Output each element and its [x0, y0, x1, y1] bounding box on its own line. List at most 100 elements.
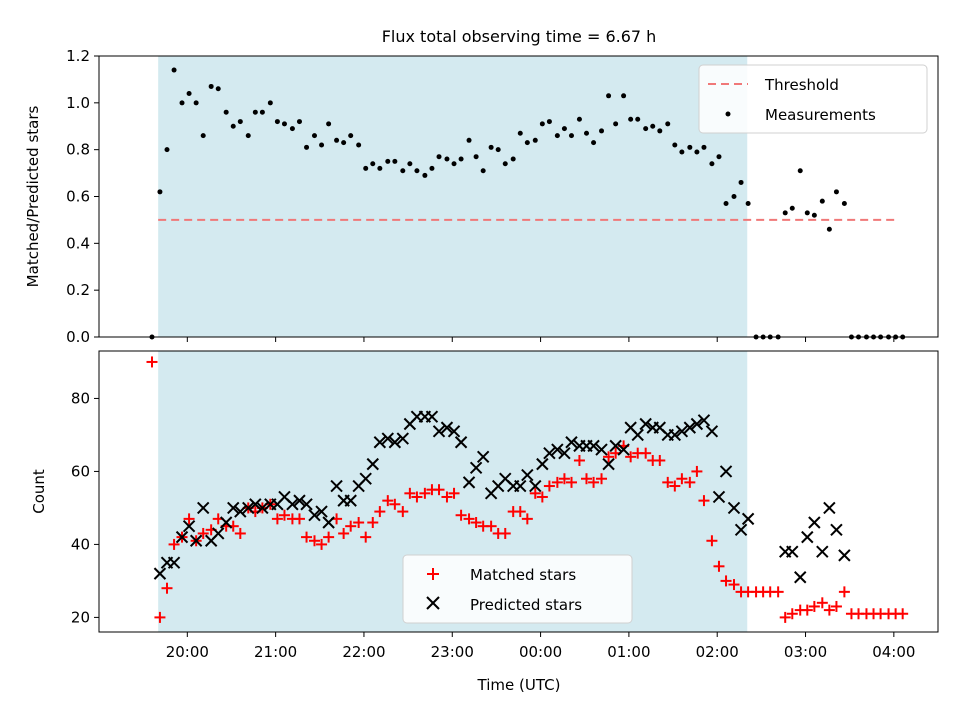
- measurement-point: [591, 140, 597, 146]
- measurement-point: [841, 201, 847, 207]
- measurement-point: [672, 142, 678, 148]
- predicted-star-point: [823, 501, 836, 515]
- predicted-star-point: [175, 530, 189, 544]
- measurement-point: [245, 133, 251, 139]
- matched-star-point: [662, 476, 674, 488]
- measurement-point: [356, 142, 362, 148]
- matched-star-point: [197, 527, 209, 539]
- measurement-point: [495, 147, 501, 153]
- predicted-star-point: [330, 479, 343, 493]
- predicted-star-point: [366, 457, 379, 471]
- matched-star-point: [816, 597, 828, 609]
- predicted-star-point: [432, 425, 446, 438]
- matched-star-point: [551, 476, 563, 488]
- measurement-point: [274, 119, 280, 125]
- legend-predicted-label: Predicted stars: [470, 596, 582, 614]
- matched-star-point: [470, 517, 482, 529]
- predicted-star-point: [315, 505, 328, 518]
- measurement-point: [687, 144, 693, 150]
- measurement-point: [621, 93, 627, 99]
- predicted-star-point: [153, 567, 167, 580]
- matched-star-point: [772, 586, 784, 598]
- ratio-shaded-span: [158, 56, 748, 337]
- count-y-axis-label: Count: [30, 469, 48, 514]
- measurement-point: [738, 179, 744, 185]
- matched-star-point: [603, 451, 615, 463]
- matched-star-point: [308, 535, 320, 547]
- predicted-star-point: [388, 436, 402, 449]
- measurement-point: [643, 126, 649, 132]
- predicted-star-point: [690, 417, 704, 431]
- predicted-star-point: [381, 432, 394, 445]
- measurement-point: [289, 126, 295, 132]
- measurement-point: [613, 121, 619, 127]
- ratio-y-tick-label: 0.8: [66, 141, 90, 159]
- predicted-star-point: [536, 457, 549, 471]
- measurement-point: [561, 126, 567, 132]
- predicted-star-point: [675, 425, 689, 438]
- matched-star-point: [278, 509, 290, 521]
- matched-star-point: [625, 451, 637, 463]
- measurement-point: [584, 130, 590, 136]
- measurement-point: [319, 142, 325, 148]
- ratio-plot-frame: [98, 55, 939, 338]
- legend-predicted-swatch: [426, 596, 440, 610]
- predicted-star-point: [668, 428, 682, 442]
- matched-star-point: [691, 465, 703, 477]
- measurement-point: [296, 119, 302, 125]
- measurement-point: [554, 133, 560, 139]
- matched-star-point: [353, 517, 365, 529]
- x-tick-label: 04:00: [872, 643, 915, 661]
- measurement-point: [606, 93, 612, 99]
- matched-star-point: [345, 520, 357, 532]
- ratio-y-tick-label: 0.0: [66, 328, 90, 346]
- matched-star-point: [338, 527, 350, 539]
- matched-star-point: [838, 586, 850, 598]
- x-axis-label: Time (UTC): [477, 676, 561, 694]
- measurement-point: [400, 168, 406, 174]
- matched-star-point: [536, 491, 548, 503]
- predicted-star-point: [469, 461, 483, 474]
- predicted-star-point: [344, 494, 357, 507]
- x-tick-label: 03:00: [784, 643, 827, 661]
- measurement-point: [252, 109, 258, 115]
- measurement-point: [502, 161, 508, 167]
- predicted-star-point: [808, 516, 821, 529]
- ratio-y-ticks: 0.0 0.2 0.4 0.6 0.8 1.0 1.2: [66, 47, 99, 346]
- matched-star-point: [367, 517, 379, 529]
- matched-star-point: [323, 531, 335, 543]
- x-tick-label: 00:00: [519, 643, 562, 661]
- measurement-point: [576, 116, 582, 122]
- ratio-legend: Threshold Measurements: [698, 64, 928, 134]
- matched-star-point: [389, 498, 401, 510]
- count-y-ticks: 20 40 60 80: [71, 389, 99, 626]
- measurement-point: [546, 119, 552, 125]
- matched-star-point: [823, 604, 835, 616]
- predicted-star-point: [529, 479, 542, 493]
- matched-star-point: [669, 480, 681, 492]
- measurement-point: [237, 119, 243, 125]
- legend-matched-label: Matched stars: [470, 566, 576, 584]
- measurement-point: [186, 90, 192, 96]
- predicted-star-point: [182, 519, 196, 533]
- matched-star-point: [301, 531, 313, 543]
- measurement-point: [745, 201, 751, 207]
- measurement-point: [782, 210, 788, 216]
- predicted-star-point: [587, 439, 600, 453]
- matched-star-point: [161, 582, 173, 594]
- predicted-star-point: [558, 446, 571, 460]
- predicted-star-point: [514, 479, 527, 493]
- matched-star-point: [441, 491, 453, 503]
- predicted-star-point: [830, 523, 843, 537]
- predicted-star-point: [617, 443, 630, 456]
- predicted-star-point: [308, 509, 321, 522]
- measurement-point: [797, 168, 803, 174]
- matched-star-point: [588, 476, 600, 488]
- measurement-point: [334, 137, 340, 143]
- matched-star-point: [146, 356, 158, 368]
- matched-star-point: [183, 513, 195, 525]
- measurement-point: [348, 133, 354, 139]
- measurement-point: [650, 123, 656, 129]
- measurement-point: [694, 149, 700, 155]
